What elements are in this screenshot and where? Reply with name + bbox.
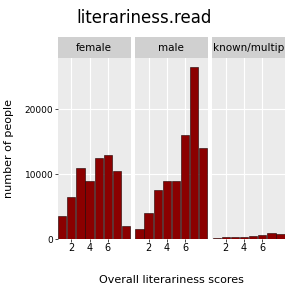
Text: Overall literariness scores: Overall literariness scores: [99, 275, 244, 285]
Bar: [58, 216, 66, 239]
Text: known/multip: known/multip: [213, 43, 284, 52]
Bar: [154, 190, 162, 239]
Bar: [276, 234, 285, 239]
Text: literariness.read: literariness.read: [76, 9, 212, 27]
Bar: [181, 135, 189, 239]
Bar: [249, 236, 257, 239]
Bar: [213, 238, 221, 239]
Bar: [163, 181, 171, 239]
Bar: [258, 234, 266, 239]
Text: male: male: [158, 43, 184, 52]
Bar: [113, 171, 121, 239]
Bar: [267, 233, 276, 239]
Bar: [190, 67, 198, 239]
Bar: [94, 158, 103, 239]
Bar: [199, 148, 207, 239]
Bar: [135, 229, 143, 239]
Text: number of people: number of people: [4, 99, 14, 198]
Text: female: female: [76, 43, 112, 52]
Bar: [145, 213, 153, 239]
Bar: [172, 181, 180, 239]
Bar: [231, 237, 239, 239]
Bar: [86, 181, 94, 239]
Bar: [122, 226, 130, 239]
Bar: [104, 155, 112, 239]
Bar: [67, 197, 75, 239]
Bar: [76, 168, 84, 239]
Bar: [240, 237, 248, 239]
Bar: [222, 237, 230, 239]
